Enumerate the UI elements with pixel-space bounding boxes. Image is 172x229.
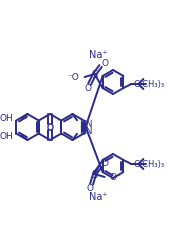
Text: S: S xyxy=(92,169,98,179)
Text: O: O xyxy=(84,84,91,93)
Text: O: O xyxy=(101,59,108,68)
Text: ⁻O: ⁻O xyxy=(68,73,80,82)
Text: Na⁺: Na⁺ xyxy=(89,191,108,201)
Text: S: S xyxy=(92,70,98,80)
Text: O⁻: O⁻ xyxy=(110,173,121,182)
Text: HN: HN xyxy=(79,119,93,128)
Text: C(CH₃)₃: C(CH₃)₃ xyxy=(134,80,165,89)
Text: O: O xyxy=(46,124,53,133)
Text: C(CH₃)₃: C(CH₃)₃ xyxy=(134,160,165,169)
Text: OH: OH xyxy=(0,132,13,141)
Text: Na⁺: Na⁺ xyxy=(89,50,108,60)
Text: O: O xyxy=(101,159,108,168)
Text: HN: HN xyxy=(79,127,93,136)
Text: O: O xyxy=(86,184,93,193)
Text: O: O xyxy=(46,122,53,131)
Text: OH: OH xyxy=(0,114,13,123)
